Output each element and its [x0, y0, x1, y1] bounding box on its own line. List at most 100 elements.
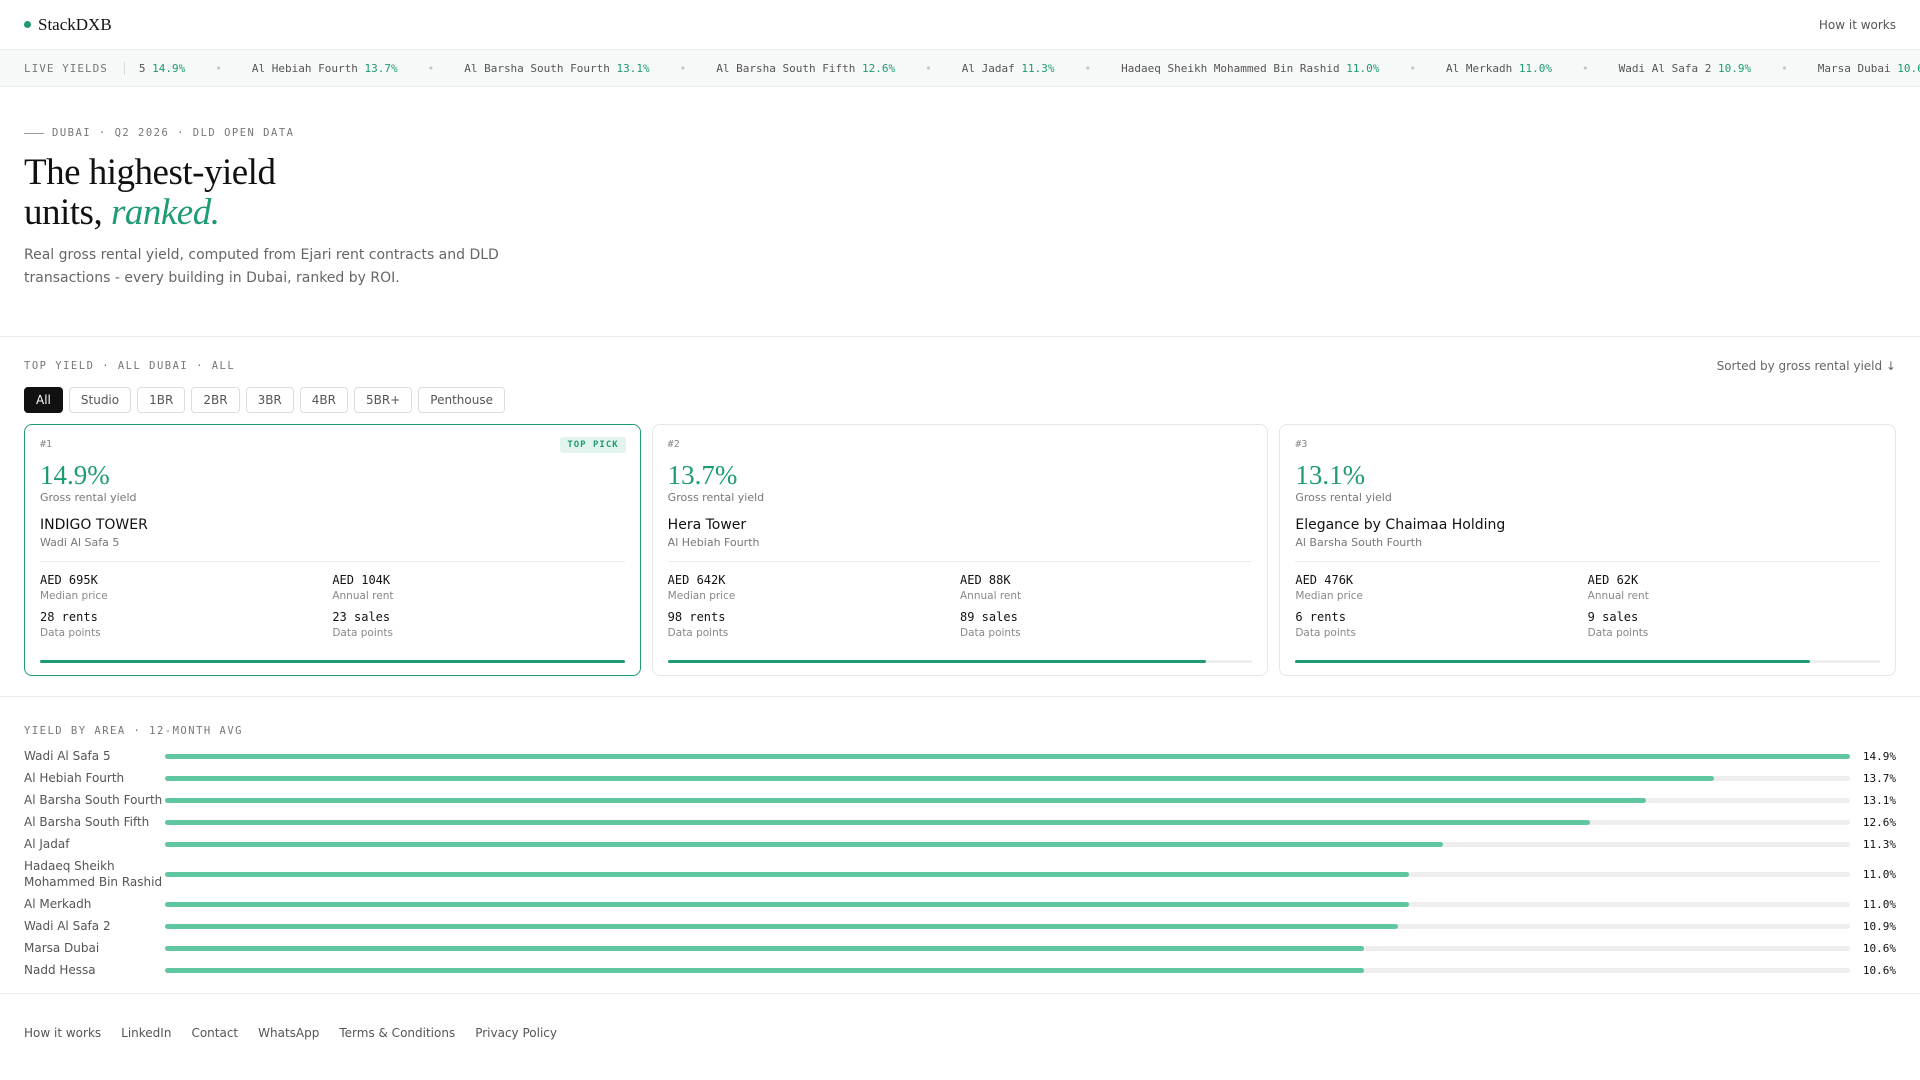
card-divider [667, 561, 1253, 562]
ticker-separator: • [925, 61, 932, 75]
card-yield-label: Gross rental yield [1295, 491, 1392, 504]
card-yield-bar-fill [667, 660, 1206, 663]
area-row[interactable]: Wadi Al Safa 2 10.9% [24, 915, 1896, 937]
top-yield-section: TOP YIELD · ALL DUBAI · ALL Sorted by gr… [0, 337, 1920, 697]
footer-link-linkedin[interactable]: LinkedIn [121, 1026, 172, 1040]
footer: How it works LinkedIn Contact WhatsApp Terms… [0, 994, 1920, 1040]
area-value: 11.0% [1862, 897, 1896, 911]
ticker-item[interactable]: Al Merkadh 11.0% [1446, 62, 1552, 75]
stat-value: AED 62K [1587, 573, 1639, 587]
unit-type-filters: All Studio 1BR 2BR 3BR 4BR 5BR+ Penthouse [24, 387, 1896, 413]
brand-dot-icon [24, 21, 31, 28]
sort-control[interactable]: Sorted by gross rental yield ↓ [1716, 359, 1896, 373]
footer-link-privacy-policy[interactable]: Privacy Policy [475, 1026, 557, 1040]
area-value: 10.6% [1862, 941, 1896, 955]
ticker-item-value: 13.7% [364, 61, 398, 75]
stat-label: Data points [1295, 627, 1357, 639]
area-bar [165, 775, 1715, 781]
ticker-item-value: 10.6% [1897, 61, 1920, 75]
card-yield-bar-fill [1295, 660, 1810, 663]
stat-label: Median price [667, 590, 736, 602]
area-row[interactable]: Nadd Hessa 10.6% [24, 959, 1896, 981]
ticker-item[interactable]: Wadi Al Safa 2 10.9% [1619, 62, 1751, 75]
filter-chip-5br[interactable]: 5BR+ [354, 387, 413, 413]
card-divider [40, 561, 625, 562]
eyebrow-line [24, 132, 44, 134]
filter-chip-4br[interactable]: 4BR [299, 387, 348, 413]
area-bar-track [165, 841, 1850, 847]
area-value: 14.9% [1862, 749, 1896, 763]
ticker-item[interactable]: Al Hebiah Fourth 13.7% [252, 62, 398, 75]
stat-label: Annual rent [960, 590, 1022, 602]
card-yield-label: Gross rental yield [40, 491, 137, 504]
filter-chip-studio[interactable]: Studio [68, 387, 132, 413]
how-it-works-link[interactable]: How it works [1818, 17, 1896, 32]
ticker-item[interactable]: Al Jadaf 11.3% [962, 62, 1055, 75]
ticker-separator: • [1084, 61, 1092, 75]
ticker-item-name: 5 [138, 61, 153, 75]
area-name: Wadi Al Safa 2 [24, 919, 111, 933]
area-row[interactable]: Al Barsha South Fourth 13.1% [24, 789, 1896, 811]
card-area-name: Al Hebiah Fourth [667, 536, 760, 549]
ticker-item[interactable]: 5 14.9% [139, 62, 185, 75]
stat-value: AED 104K [332, 573, 391, 587]
footer-link-whatsapp[interactable]: WhatsApp [258, 1026, 320, 1040]
ticker-item-value: 12.6% [861, 61, 896, 75]
area-row[interactable]: Al Jadaf 11.3% [24, 833, 1896, 855]
area-value: 11.3% [1862, 837, 1896, 851]
filter-chip-3br[interactable]: 3BR [245, 387, 294, 413]
area-row[interactable]: Al Merkadh 11.0% [24, 893, 1896, 915]
filter-chip-2br[interactable]: 2BR [191, 387, 240, 413]
stat-median-price: AED 695K Median price [40, 573, 332, 602]
area-row[interactable]: Marsa Dubai 10.6% [24, 937, 1896, 959]
area-row[interactable]: Al Barsha South Fifth 12.6% [24, 811, 1896, 833]
area-rows: Wadi Al Safa 5 14.9% Al Hebiah Fourth 13.7%… [24, 745, 1896, 981]
ticker-item[interactable]: Hadaeq Sheikh Mohammed Bin Rashid 11.0% [1121, 62, 1379, 75]
stat-label: Data points [40, 627, 101, 639]
footer-link-how-it-works[interactable]: How it works [24, 1026, 102, 1040]
area-row[interactable]: Wadi Al Safa 5 14.9% [24, 745, 1896, 767]
top-yield-cards: #1 TOP PICK 14.9% Gross rental yield INDIGO … [24, 424, 1897, 676]
filter-chip-penthouse[interactable]: Penthouse [418, 387, 505, 413]
area-name: Al Hebiah Fourth [24, 771, 125, 785]
stat-sale-count: 89 sales Data points [960, 610, 1252, 639]
area-row[interactable]: Hadaeq Sheikh Mohammed Bin Rashid 11.0% [24, 855, 1896, 893]
hero-description: Real gross rental yield, computed from E… [24, 247, 499, 286]
brand-logo[interactable]: StackDXB [24, 15, 112, 35]
ticker-item[interactable]: Al Barsha South Fourth 13.1% [464, 62, 649, 75]
card-yield-bar [667, 660, 1253, 663]
stat-value: AED 476K [1295, 573, 1354, 587]
stat-label: Data points [1587, 627, 1649, 639]
card-yield: 13.1% [1295, 460, 1366, 490]
ticker-item-name: Al Barsha South Fifth [716, 61, 862, 75]
ticker-items: 5 14.9% • Al Hebiah Fourth 13.7% • Al Barsha… [139, 62, 1920, 75]
stat-median-price: AED 476K Median price [1295, 573, 1587, 602]
card-area-name: Al Barsha South Fourth [1295, 536, 1423, 549]
area-value: 13.7% [1862, 771, 1896, 785]
ticker-item-name: Marsa Dubai [1817, 61, 1898, 75]
yield-card[interactable]: #3 13.1% Gross rental yield Elegance by Cha… [1279, 424, 1897, 676]
card-yield-bar [1295, 660, 1881, 663]
area-bar [165, 841, 1443, 847]
filter-chip-all[interactable]: All [24, 387, 63, 413]
filter-chip-1br[interactable]: 1BR [137, 387, 186, 413]
footer-link-contact[interactable]: Contact [191, 1026, 239, 1040]
stat-value: 28 rents [40, 610, 98, 624]
card-rank: #3 [1295, 439, 1308, 450]
area-name: Marsa Dubai [24, 941, 100, 955]
area-bar [165, 901, 1409, 907]
area-value: 10.6% [1862, 963, 1896, 977]
ticker-label: LIVE YIELDS [24, 61, 125, 75]
ticker-item[interactable]: Marsa Dubai 10.6% [1818, 62, 1920, 75]
area-name: Wadi Al Safa 5 [24, 749, 111, 763]
area-row[interactable]: Al Hebiah Fourth 13.7% [24, 767, 1896, 789]
yield-card[interactable]: #1 TOP PICK 14.9% Gross rental yield INDIGO … [24, 424, 641, 676]
ticker-item[interactable]: Al Barsha South Fifth 12.6% [716, 62, 895, 75]
stat-sale-count: 23 sales Data points [332, 610, 624, 639]
ticker-item-value: 11.3% [1021, 61, 1055, 75]
area-bar-track [165, 923, 1850, 929]
yield-card[interactable]: #2 13.7% Gross rental yield Hera Tower Al He… [651, 424, 1269, 676]
area-bar [165, 819, 1590, 825]
footer-link-terms-conditions[interactable]: Terms & Conditions [339, 1026, 456, 1040]
area-bar [165, 923, 1398, 929]
